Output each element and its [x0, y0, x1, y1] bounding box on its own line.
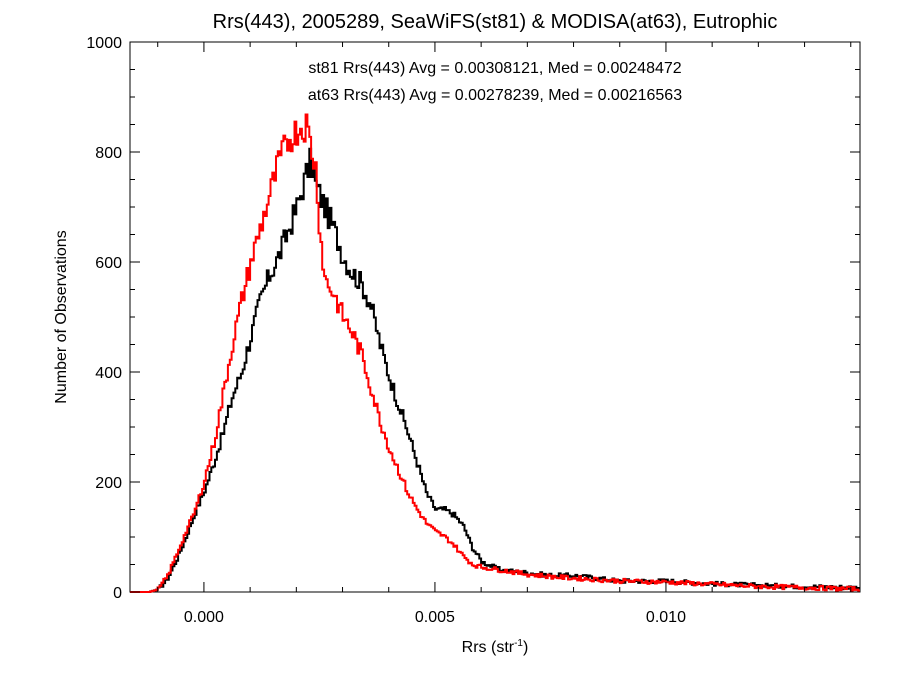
- y-tick-label: 0: [113, 585, 122, 602]
- chart-title: Rrs(443), 2005289, SeaWiFS(st81) & MODIS…: [213, 11, 778, 33]
- y-axis-label: Number of Observations: [53, 230, 70, 403]
- x-axis-ticks: 0.000 0.005 0.010: [157, 42, 852, 626]
- series-st81-line: [130, 147, 860, 593]
- y-axis-ticks: 0 200 400 600 800 1000: [86, 35, 860, 602]
- y-tick-label: 600: [95, 255, 122, 272]
- x-axis-label-sup: -1: [514, 638, 523, 649]
- y-tick-label: 1000: [86, 35, 122, 52]
- y-tick-label: 400: [95, 365, 122, 382]
- x-axis-label: Rrs (str-1): [462, 638, 529, 656]
- plot-frame: [129, 41, 861, 593]
- x-tick-label: 0.005: [415, 609, 455, 626]
- series-at63-line: [130, 113, 860, 593]
- x-tick-label: 0.000: [184, 609, 224, 626]
- y-tick-label: 800: [95, 145, 122, 162]
- st81-stats-annotation: st81 Rrs(443) Avg = 0.00308121, Med = 0.…: [308, 60, 681, 77]
- x-axis-label-close: ): [523, 639, 528, 656]
- y-tick-label: 200: [95, 475, 122, 492]
- at63-stats-annotation: at63 Rrs(443) Avg = 0.00278239, Med = 0.…: [308, 87, 682, 104]
- x-tick-label: 0.010: [646, 609, 686, 626]
- x-axis-label-base: Rrs (str: [462, 639, 515, 656]
